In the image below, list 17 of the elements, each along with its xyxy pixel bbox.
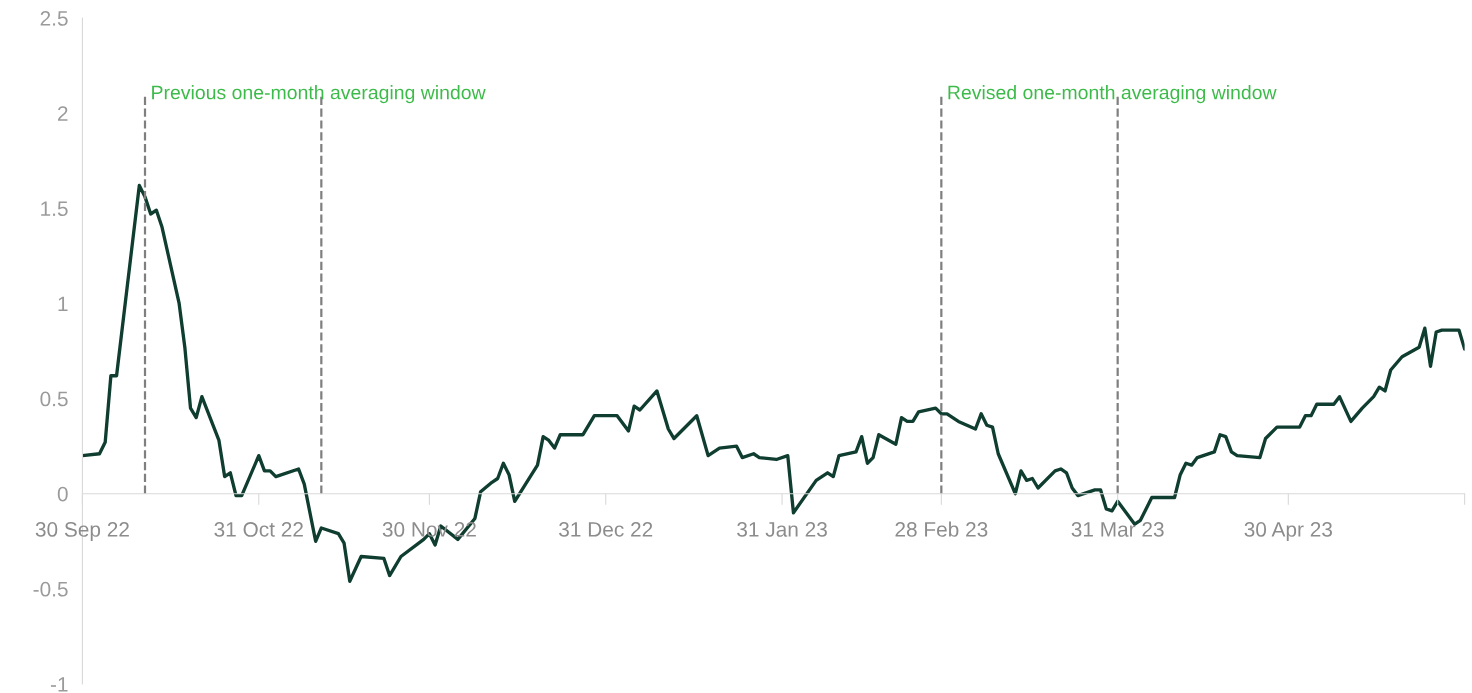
y-tick-label: -1 xyxy=(50,677,68,692)
y-tick-label: 1 xyxy=(58,296,68,311)
x-tick-label: 31 Dec 22 xyxy=(559,522,653,537)
x-tick-label: 31 Mar 23 xyxy=(1071,522,1164,537)
y-tick-label: 1.5 xyxy=(41,201,68,217)
y-tick-label: 0.5 xyxy=(40,391,68,407)
x-tick-label: 31 Oct 22 xyxy=(214,522,303,537)
y-tick-label: 2.5 xyxy=(40,11,68,26)
annotation: Revised one-month averaging window xyxy=(948,85,1277,104)
y-tick-label: 0 xyxy=(57,486,68,502)
annotation: Previous one-month averaging window xyxy=(152,85,486,104)
x-tick-label: 31 Jan 23 xyxy=(737,522,827,537)
y-tick-label: 2 xyxy=(58,106,68,121)
y-tick-label: -0.5 xyxy=(33,581,68,597)
x-tick-label: 28 Feb 23 xyxy=(895,521,988,537)
x-tick-label: 30 Sep 22 xyxy=(35,522,129,541)
x-tick-label: 30 Apr 23 xyxy=(1244,522,1332,541)
